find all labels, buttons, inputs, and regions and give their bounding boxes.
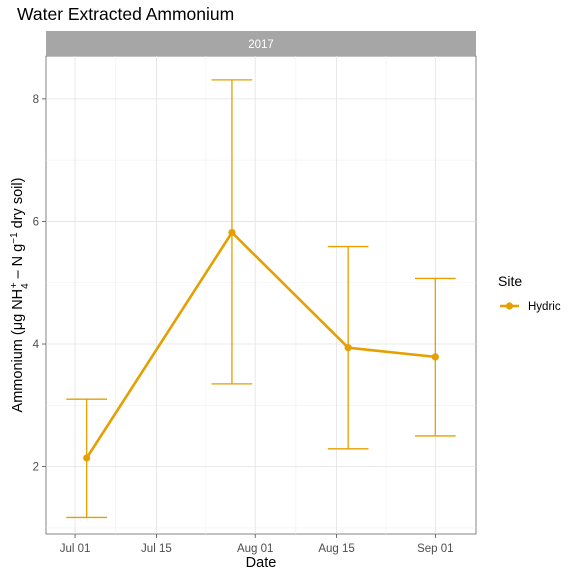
y-title-mu: μ (10, 322, 26, 330)
y-tick-label: 4 (33, 339, 40, 351)
y-tick-label: 2 (33, 462, 39, 474)
legend-title: Site (498, 273, 522, 289)
y-title-subscript: 4 (20, 283, 31, 289)
y-title-unit: g NH (10, 289, 26, 322)
facet-strip-label: 2017 (248, 39, 274, 51)
y-title-prefix: Ammonium ( (10, 330, 26, 412)
data-point (431, 353, 439, 361)
data-point (83, 454, 91, 462)
x-tick-label: Aug 15 (318, 543, 354, 555)
x-axis-title: Date (246, 555, 277, 571)
facet-strip: 2017 (46, 31, 476, 56)
y-title-superscript: + (9, 282, 20, 288)
data-point (344, 344, 352, 352)
series-line (85, 231, 436, 459)
y-title-superscript-2: −1 (9, 232, 20, 244)
series-lines (85, 231, 436, 459)
y-title-middle: – N g (10, 244, 26, 283)
y-title-suffix: dry soil) (10, 178, 26, 233)
facet-strip-background (46, 31, 476, 56)
y-tick-label: 6 (33, 216, 39, 228)
legend-key-point (505, 302, 514, 310)
x-tick-label: Aug 01 (237, 543, 273, 555)
x-tick-label: Jul 15 (141, 543, 172, 555)
y-axis-title: Ammonium (μg NH4+ – N g−1 dry soil) (9, 178, 31, 413)
grid (46, 56, 476, 534)
x-tick-label: Jul 01 (60, 543, 91, 555)
x-tick-label: Sep 01 (417, 543, 453, 555)
plot-panel (45, 55, 477, 535)
data-point (228, 228, 236, 237)
legend: Site Hydric (498, 273, 561, 313)
y-tick-label: 8 (33, 94, 39, 106)
data-points (83, 228, 439, 462)
x-axis: Jul 01 Jul 15 Aug 01 Aug 15 Sep 01 (60, 534, 454, 555)
chart-title: Water Extracted Ammonium (17, 4, 235, 24)
panel-border (45, 55, 477, 535)
y-axis: 2 4 6 8 (33, 94, 46, 474)
legend-label: Hydric (528, 301, 561, 313)
